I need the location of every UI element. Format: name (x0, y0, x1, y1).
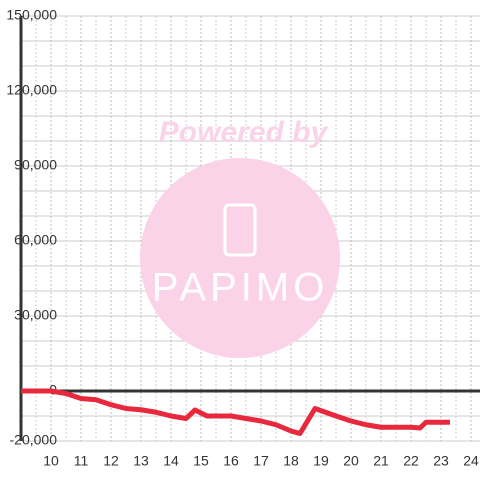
x-tick-label: 19 (313, 453, 329, 469)
x-tick-label: 18 (283, 453, 299, 469)
watermark-icon (223, 203, 257, 257)
x-tick-label: 21 (373, 453, 389, 469)
x-tick-label: 22 (403, 453, 419, 469)
y-tick-label: 150,000 (6, 7, 57, 23)
plot: 150,000120,00090,00060,00030,0000-20,000… (6, 7, 480, 469)
y-tick-label: 60,000 (14, 232, 57, 248)
y-tick-label: 90,000 (14, 157, 57, 173)
y-tick-label: -20,000 (10, 432, 58, 448)
x-tick-label: 13 (133, 453, 149, 469)
x-tick-label: 24 (463, 453, 479, 469)
x-tick-label: 20 (343, 453, 359, 469)
watermark-title: Powered by (159, 116, 329, 149)
x-tick-label: 10 (43, 453, 59, 469)
x-tick-label: 15 (193, 453, 209, 469)
x-tick-label: 23 (433, 453, 449, 469)
x-tick-label: 17 (253, 453, 269, 469)
watermark-circle (140, 158, 340, 358)
watermark: Powered by PAPIMO (140, 116, 340, 358)
x-tick-label: 14 (163, 453, 179, 469)
data-line (21, 388, 450, 436)
y-tick-label: 30,000 (14, 307, 57, 323)
watermark-brand: PAPIMO (152, 266, 329, 310)
y-tick-label: 120,000 (6, 82, 57, 98)
x-tick-label: 12 (103, 453, 119, 469)
x-tick-label: 16 (223, 453, 239, 469)
x-tick-label: 11 (74, 453, 89, 469)
